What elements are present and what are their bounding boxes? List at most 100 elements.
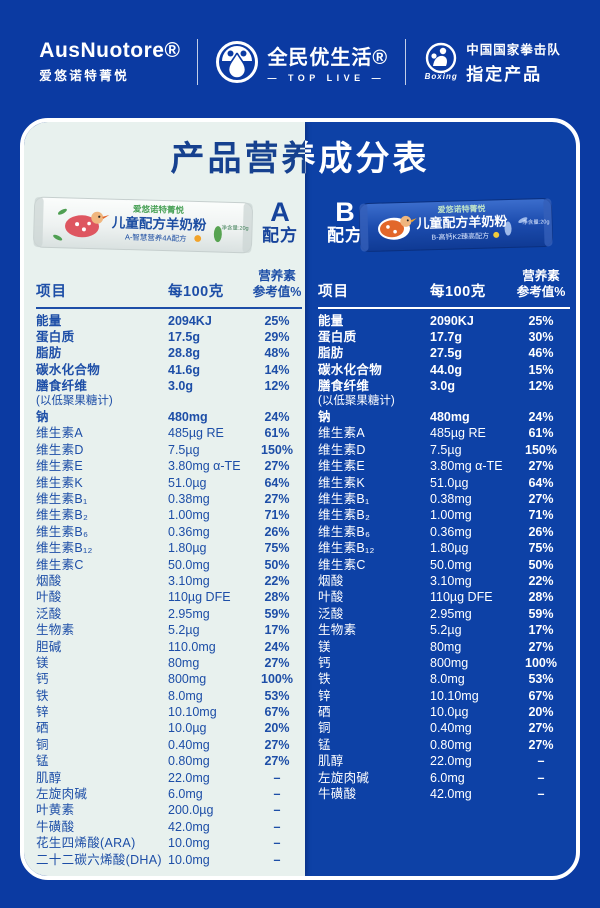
nutrient-value: 2094KJ xyxy=(168,313,212,328)
nutrition-row: 维生素B₆ 0.36mg 26% xyxy=(36,525,302,541)
nutrient-nrv: 46% xyxy=(528,346,554,361)
nutrient-nrv: 67% xyxy=(264,705,290,720)
nutrient-name: 维生素B₁₂ xyxy=(318,541,375,556)
nutrition-row: 锌 10.10mg 67% xyxy=(36,705,302,721)
nutrient-name: 维生素B₆ xyxy=(318,524,371,539)
nutrient-name: 维生素A xyxy=(36,426,84,441)
nutrition-row: 维生素B₁ 0.38mg 27% xyxy=(318,492,570,508)
col-item-header: 项目 xyxy=(36,283,67,300)
nutrient-name: 维生素D xyxy=(318,442,366,457)
nutrition-row: 叶酸 110µg DFE 28% xyxy=(36,590,302,606)
nutrient-nrv: 53% xyxy=(264,688,290,703)
nutrition-row: 花生四烯酸(ARA) 10.0mg – xyxy=(36,836,302,852)
nutrient-nrv: 59% xyxy=(264,606,290,621)
nutrient-name: 维生素A xyxy=(318,426,366,441)
nutrient-value: 0.36mg xyxy=(430,524,472,539)
product-b-image: 爱悠诺特菁悦 儿童配方羊奶粉 B-高钙K2臻高配方 净含量:20g xyxy=(357,193,555,261)
nutrient-nrv: 17% xyxy=(528,623,554,638)
nutrition-row: 叶黄素 200.0µg – xyxy=(36,803,302,819)
nutrient-nrv: 71% xyxy=(264,508,290,523)
nutrient-nrv: 28% xyxy=(528,590,554,605)
nutrient-name: 维生素E xyxy=(36,459,84,474)
nutrient-name: 钠 xyxy=(318,410,331,425)
nutrition-card: 产品营养成分表 产品营养成分表 爱悠诺特菁悦 儿童配方羊奶粉 A-智慧营养4A配… xyxy=(20,118,580,880)
table-b-header-rule xyxy=(318,306,570,309)
nutrition-row: 维生素B₂ 1.00mg 71% xyxy=(36,508,302,524)
nutrient-name: 蛋白质 xyxy=(318,329,357,344)
nutrient-value: 7.5µg xyxy=(430,442,462,457)
nutrient-value: 41.6g xyxy=(168,362,200,377)
nutrition-row: 蛋白质 17.5g 29% xyxy=(36,330,302,346)
nutrient-nrv: 50% xyxy=(264,557,290,572)
nutrient-nrv: 26% xyxy=(528,524,554,539)
nutrient-name: 维生素E xyxy=(318,459,366,474)
sachet-a-net-weight: 净含量:20g xyxy=(221,223,248,232)
nutrient-name: 叶酸 xyxy=(36,590,62,605)
nutrient-nrv: 27% xyxy=(264,737,290,752)
nutrition-row: 维生素K 51.0µg 64% xyxy=(318,476,570,492)
nutrition-row: 镁 80mg 27% xyxy=(36,656,302,672)
nutrient-name: 锰 xyxy=(318,737,331,752)
nutrient-value: 10.0mg xyxy=(168,852,210,867)
nutrient-nrv: 15% xyxy=(528,362,554,377)
nutrient-name: 维生素C xyxy=(36,557,84,572)
nutrient-value: 0.38mg xyxy=(168,492,210,507)
nutrition-row: 叶酸 110µg DFE 28% xyxy=(318,590,570,606)
nutrition-row: 维生素C 50.0mg 50% xyxy=(318,558,570,574)
nutrient-name: 膳食纤维 (以低聚果糖计) xyxy=(318,379,430,408)
nutrient-nrv: 22% xyxy=(264,573,290,588)
nutrient-nrv: 27% xyxy=(528,459,554,474)
nutrient-value: 8.0mg xyxy=(430,672,465,687)
nutrition-row: 脂肪 27.5g 46% xyxy=(318,346,570,362)
nutrient-name: 花生四烯酸(ARA) xyxy=(36,836,136,851)
nutrition-row: 左旋肉碱 6.0mg – xyxy=(36,787,302,803)
nutrient-name: 维生素D xyxy=(36,442,84,457)
nutrient-name: 硒 xyxy=(36,721,49,736)
nutrition-row: 硒 10.0µg 20% xyxy=(36,721,302,737)
brand-name-en: AusNuotore® xyxy=(39,39,181,62)
nutrition-row: 铁 8.0mg 53% xyxy=(318,672,570,688)
nutrient-nrv: 17% xyxy=(264,623,290,638)
nutrition-row: 膳食纤维 (以低聚果糖计) 3.0g 12% xyxy=(36,379,302,410)
nutrient-name: 钙 xyxy=(318,655,331,670)
nutrient-value: 51.0µg xyxy=(168,475,207,490)
nutrient-nrv: 25% xyxy=(264,313,290,328)
nutrition-row: 锌 10.10mg 67% xyxy=(318,689,570,705)
nutrient-nrv: 27% xyxy=(528,639,554,654)
nutrient-value: 50.0mg xyxy=(168,557,210,572)
nutrient-name: 锰 xyxy=(36,754,49,769)
nutrition-row: 左旋肉碱 6.0mg – xyxy=(318,771,570,787)
nutrient-name: 钙 xyxy=(36,672,49,687)
nutrient-value: 800mg xyxy=(430,655,469,670)
nutrient-name: 碳水化合物 xyxy=(318,362,383,377)
nutrient-name: 牛磺酸 xyxy=(36,819,75,834)
sachet-a-brand: 爱悠诺特菁悦 xyxy=(133,204,185,215)
page-title: 产品营养成分表 产品营养成分表 xyxy=(170,140,430,178)
nutrient-nrv: 24% xyxy=(528,410,554,425)
nutrition-row: 锰 0.80mg 27% xyxy=(318,738,570,754)
table-a-header-rule xyxy=(36,306,302,309)
nutrition-row: 维生素E 3.80mg α-TE 27% xyxy=(318,459,570,475)
nutrient-note: (以低聚果糖计) xyxy=(36,395,113,408)
nutrient-value: 800mg xyxy=(168,672,207,687)
nutrition-row: 铜 0.40mg 27% xyxy=(318,721,570,737)
nutrient-name: 维生素B₆ xyxy=(36,524,89,539)
nutrient-value: 10.0µg xyxy=(168,721,207,736)
nutrient-name: 泛酸 xyxy=(36,606,62,621)
col-per100g-header: 每100克 xyxy=(430,283,486,300)
nutrient-name: 烟酸 xyxy=(318,573,344,588)
nutrient-name: 脂肪 xyxy=(36,346,62,361)
nutrient-name: 锌 xyxy=(318,688,331,703)
formula-b-label: B 配方 xyxy=(327,197,363,246)
brand-name-cn: 爱悠诺特菁悦 xyxy=(39,69,130,83)
nutrient-value: 0.40mg xyxy=(168,737,210,752)
nutrition-row: 肌醇 22.0mg – xyxy=(318,754,570,770)
nutrient-name: 维生素C xyxy=(318,557,366,572)
nutrient-nrv: – xyxy=(273,852,281,867)
formula-a-label: A 配方 xyxy=(262,197,298,246)
nutrition-row: 肌醇 22.0mg – xyxy=(36,771,302,787)
nutrition-table-a: 项目 每100克 营养素 参考值% 能量 2094KJ 25% 蛋白质 17.5g 29%… xyxy=(36,268,302,869)
nutrient-name: 钠 xyxy=(36,410,49,425)
nutrient-value: 2.95mg xyxy=(168,606,210,621)
nutrient-nrv: 100% xyxy=(261,672,293,687)
